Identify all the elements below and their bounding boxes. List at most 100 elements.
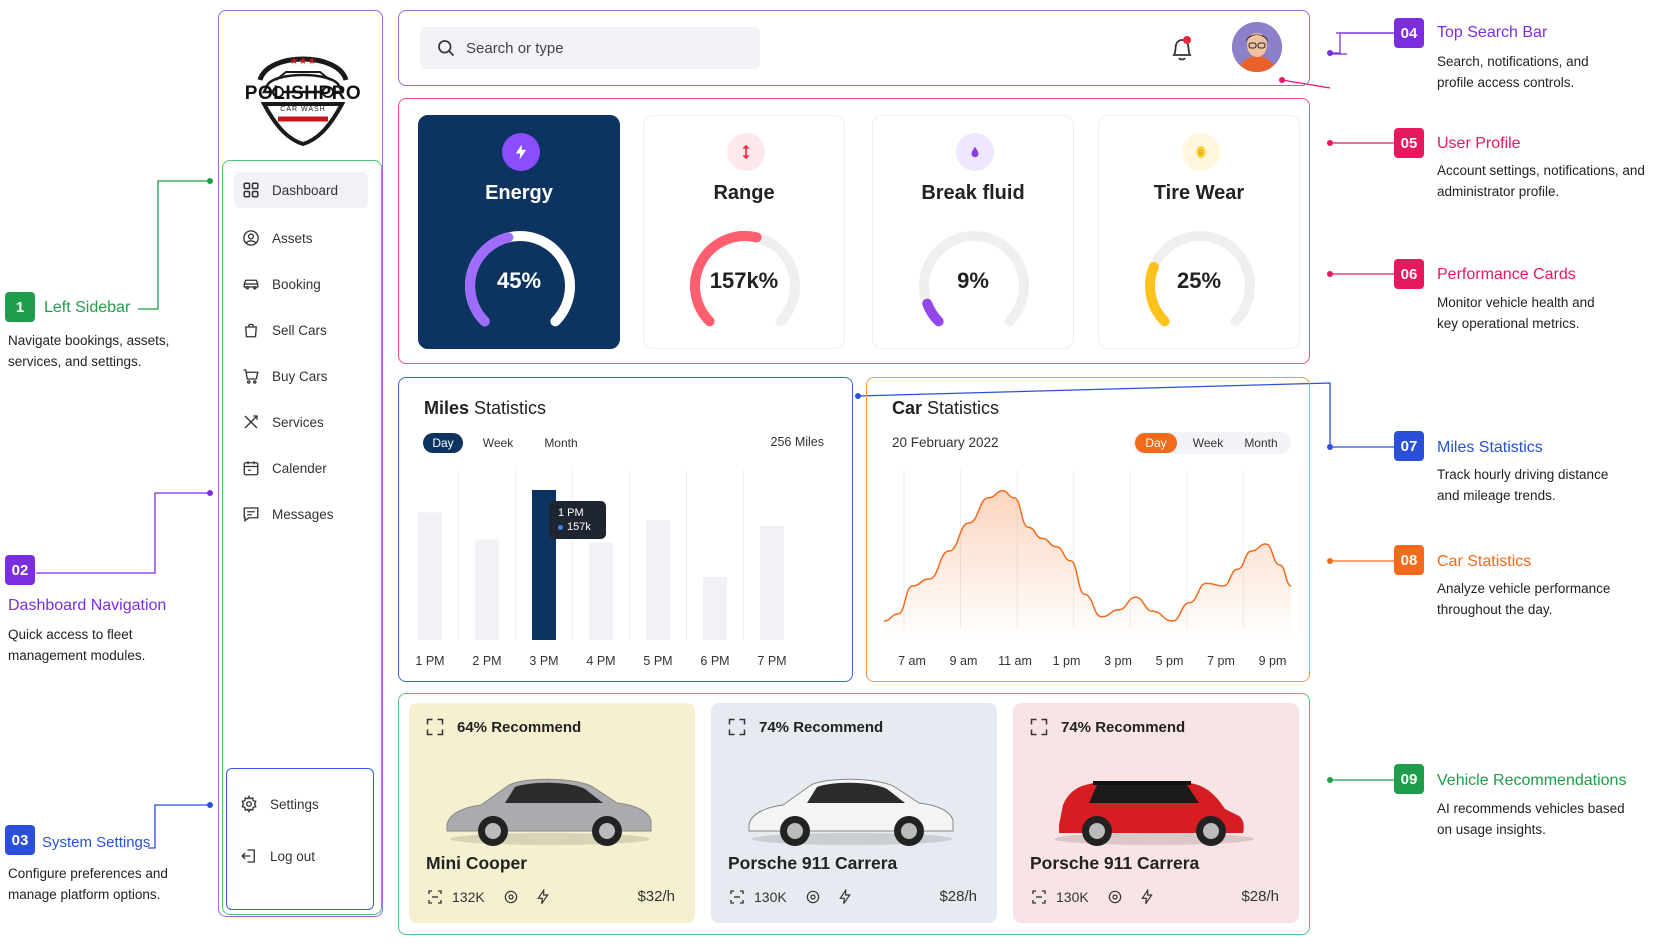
performance-value: 45% xyxy=(496,268,542,293)
logout-button[interactable]: Log out xyxy=(232,838,366,874)
sidebar-item-assets[interactable]: Assets xyxy=(234,220,368,256)
recommendation-card[interactable]: 64% Recommend Mini Cooper 132K $32/h xyxy=(409,703,695,923)
car-meta: 130K xyxy=(728,888,978,906)
brand-logo[interactable]: ★★★ POLISHPRO CAR WASH xyxy=(238,34,368,148)
annotation-number-08: 08 xyxy=(1394,545,1424,575)
logo-emblem-icon: ★★★ xyxy=(257,56,349,147)
gear-icon xyxy=(504,890,517,904)
bar-tick-label: 5 PM xyxy=(643,654,673,668)
bar-4-pm[interactable] xyxy=(589,542,613,641)
svg-text:₿: ₿ xyxy=(1199,149,1204,157)
gear-icon xyxy=(1108,890,1121,904)
car-name: Mini Cooper xyxy=(426,853,528,873)
area-fill xyxy=(884,490,1292,638)
car-price: $28/h xyxy=(1241,888,1279,905)
area-tick-label: 5 pm xyxy=(1155,654,1184,668)
sidebar-item-services[interactable]: Services xyxy=(234,404,368,440)
logout-icon xyxy=(238,845,260,867)
bar-5-pm[interactable] xyxy=(646,520,670,640)
annotation-number-05: 05 xyxy=(1394,128,1424,158)
bar-6-pm[interactable] xyxy=(703,577,727,640)
tools-icon xyxy=(240,411,262,433)
area-tick-label: 1 pm xyxy=(1052,654,1081,668)
car-tab-month[interactable]: Month xyxy=(1244,436,1278,450)
area-point xyxy=(1249,549,1254,554)
recommend-percent: 64% Recommend xyxy=(457,718,582,736)
bag-icon xyxy=(240,319,262,341)
search-icon xyxy=(436,38,456,58)
area-point xyxy=(1000,488,1005,493)
area-point xyxy=(966,521,971,526)
performance-title: Range xyxy=(713,182,775,204)
annotation-desc-top-search-bar: Search, notifications, and profile acces… xyxy=(1437,54,1589,90)
sidebar-item-buy-cars[interactable]: Buy Cars xyxy=(234,358,368,394)
miles-tab-month[interactable]: Month xyxy=(544,436,578,450)
car-tab-day[interactable]: Day xyxy=(1135,433,1177,453)
avatar-portrait-icon xyxy=(1232,22,1282,72)
annotation-desc-miles-statistics: Track hourly driving distance and mileag… xyxy=(1437,467,1609,503)
performance-title: Break fluid xyxy=(921,182,1025,204)
bar-2-pm[interactable] xyxy=(475,539,499,641)
settings-button[interactable]: Settings xyxy=(232,786,366,822)
area-point xyxy=(1012,495,1017,500)
gauge-icon xyxy=(919,231,1029,327)
system-settings xyxy=(226,768,374,910)
bar-7-pm[interactable] xyxy=(760,526,784,640)
sidebar-item-label: Sell Cars xyxy=(272,322,327,338)
performance-value: 157k% xyxy=(709,268,779,293)
sidebar-item-dashboard[interactable]: Dashboard xyxy=(234,172,368,208)
performance-card-range[interactable]: Range 157k% xyxy=(643,115,845,349)
performance-card-energy[interactable]: Energy 45% xyxy=(418,115,620,349)
logout-label: Log out xyxy=(270,848,316,864)
bar-tick-label: 1 PM xyxy=(415,654,445,668)
sidebar-item-label: Messages xyxy=(272,506,334,522)
expand-icon xyxy=(426,718,444,736)
annotation-desc-car-statistics: Analyze vehicle performance throughout t… xyxy=(1437,581,1611,617)
search-input[interactable] xyxy=(466,39,746,57)
car-mileage: 130K xyxy=(1056,889,1089,905)
recommend-header: 74% Recommend xyxy=(1029,717,1185,737)
recommend-header: 64% Recommend xyxy=(425,717,581,737)
miles-statistics-title: Miles Statistics xyxy=(424,398,546,419)
annotation-number-07: 07 xyxy=(1394,431,1424,461)
area-point xyxy=(1277,563,1282,568)
annotation-title-miles-statistics: Miles Statistics xyxy=(1437,439,1543,456)
annotation-title-user-profile: User Profile xyxy=(1437,135,1521,152)
vehicle-recommendations xyxy=(398,693,1310,935)
annotation-title-system-settings: System Settings xyxy=(42,834,151,851)
recommendation-card[interactable]: 74% Recommend Porsche 911 Carrera 130K $28/… xyxy=(711,703,997,923)
recommendation-card[interactable]: 74% Recommend Porsche 911 Carrera 130K $28/… xyxy=(1013,703,1299,923)
message-icon xyxy=(240,503,262,525)
car-tab-week[interactable]: Week xyxy=(1192,436,1224,450)
miles-tab-week[interactable]: Week xyxy=(482,436,514,450)
annotation-title-car-statistics: Car Statistics xyxy=(1437,553,1532,570)
sidebar-item-sell-cars[interactable]: Sell Cars xyxy=(234,312,368,348)
car-statistics-date: 20 February 2022 xyxy=(892,435,999,450)
gauge-icon xyxy=(690,231,800,327)
bar-tick-label: 3 PM xyxy=(529,654,559,668)
sidebar-item-messages[interactable]: Messages xyxy=(234,496,368,532)
performance-card-tire-wear[interactable]: ₿ Tire Wear 25% xyxy=(1098,115,1300,349)
sidebar-item-calender[interactable]: Calender xyxy=(234,450,368,486)
miles-tab-day[interactable]: Day xyxy=(423,433,463,453)
gauge-icon xyxy=(465,231,575,327)
area-point xyxy=(927,577,932,582)
bar-1-pm[interactable] xyxy=(418,512,442,641)
sidebar-item-label: Calender xyxy=(272,460,327,476)
annotation-number-06: 06 xyxy=(1394,259,1424,289)
avatar[interactable] xyxy=(1232,22,1282,72)
notification-bell-button[interactable] xyxy=(1168,34,1196,64)
annotation-desc-left-sidebar: Navigate bookings, assets, services, and… xyxy=(8,333,170,369)
search-box[interactable] xyxy=(420,27,760,69)
performance-card-break-fluid[interactable]: Break fluid 9% xyxy=(872,115,1074,349)
user-circle-icon xyxy=(240,227,262,249)
bar-tick-label: 6 PM xyxy=(700,654,730,668)
car-price: $28/h xyxy=(939,888,977,905)
drop-icon xyxy=(956,133,994,171)
annotation-desc-user-profile: Account settings, notifications, and adm… xyxy=(1437,163,1645,199)
sidebar-item-booking[interactable]: Booking xyxy=(234,266,368,302)
bell-icon xyxy=(1172,36,1192,61)
miles-title-rest: Statistics xyxy=(469,398,547,418)
area-point xyxy=(1235,567,1240,572)
car-title-bold: Car xyxy=(892,398,923,418)
